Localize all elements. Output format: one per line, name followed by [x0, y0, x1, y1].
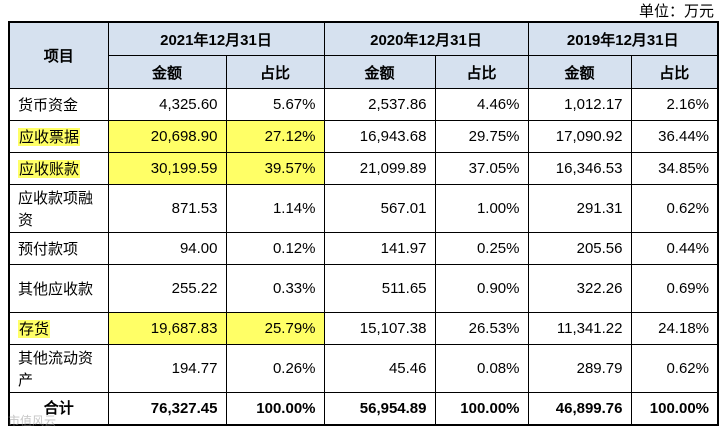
row-label-text: 其他流动资产 [18, 348, 94, 389]
amount-cell: 2,537.86 [323, 88, 436, 121]
total-amount-cell: 76,327.45 [107, 392, 227, 425]
ratio-cell: 37.05% [434, 152, 529, 185]
amount-cell: 511.65 [323, 264, 436, 313]
ratio-cell: 4.46% [434, 88, 529, 121]
total-ratio-cell: 100.00% [225, 392, 325, 425]
header-year-2021: 2021年12月31日 [107, 21, 325, 56]
header-amount: 金额 [323, 55, 436, 89]
amount-cell: 11,341.22 [527, 312, 632, 345]
total-label: 合计 [8, 392, 109, 425]
row-label-text: 其他应收款 [18, 279, 94, 298]
row-label-text: 应收款项融资 [18, 188, 94, 229]
amount-cell: 4,325.60 [107, 88, 227, 121]
header-ratio: 占比 [630, 55, 719, 89]
amount-cell: 291.31 [527, 184, 632, 233]
ratio-cell: 0.69% [630, 264, 719, 313]
ratio-cell: 0.08% [434, 344, 529, 393]
table-row: 预付款项 94.00 0.12% 141.97 0.25% 205.56 0.44% [8, 232, 719, 265]
header-row-cols: 金额 占比 金额 占比 金额 占比 [9, 55, 719, 89]
amount-cell: 194.77 [107, 344, 227, 393]
amount-cell: 16,346.53 [527, 152, 632, 185]
total-ratio-cell: 100.00% [434, 392, 529, 425]
ratio-cell: 1.00% [434, 184, 529, 233]
ratio-cell: 0.33% [225, 264, 325, 313]
row-label-text: 货币资金 [18, 95, 79, 114]
ratio-cell: 24.18% [630, 312, 719, 345]
row-label-text: 预付款项 [18, 239, 79, 258]
header-item: 项目 [8, 21, 109, 89]
amount-cell: 94.00 [107, 232, 227, 265]
ratio-cell: 1.14% [225, 184, 325, 233]
watermark: 市值风云 [8, 414, 57, 428]
table-row: 其他流动资产 194.77 0.26% 45.46 0.08% 289.79 0.62% [8, 344, 719, 393]
amount-cell: 255.22 [107, 264, 227, 313]
amount-cell: 141.97 [323, 232, 436, 265]
amount-cell: 15,107.38 [323, 312, 436, 345]
header-year-2020: 2020年12月31日 [323, 21, 529, 56]
ratio-cell: 2.16% [630, 88, 719, 121]
amount-cell: 871.53 [107, 184, 227, 233]
header-row-years: 项目 2021年12月31日 2020年12月31日 2019年12月31日 [8, 21, 719, 89]
total-amount-cell: 46,899.76 [527, 392, 632, 425]
table-row: 应收账款 30,199.59 39.57% 21,099.89 37.05% 16,346… [8, 152, 719, 185]
header-amount: 金额 [107, 55, 227, 89]
amount-cell: 16,943.68 [323, 120, 436, 153]
ratio-cell: 39.57% [225, 152, 325, 185]
amount-cell: 205.56 [527, 232, 632, 265]
ratio-cell: 34.85% [630, 152, 719, 185]
row-label: 存货 [8, 312, 109, 345]
ratio-cell: 26.53% [434, 312, 529, 345]
unit-label: 单位：万元 [638, 2, 714, 20]
row-label: 应收票据 [8, 120, 109, 153]
table-row: 其他应收款 255.22 0.33% 511.65 0.90% 322.26 0.69% [8, 264, 719, 313]
ratio-cell: 0.90% [434, 264, 529, 313]
row-label-text: 应收票据 [18, 127, 81, 146]
row-label: 预付款项 [8, 232, 109, 265]
header-amount: 金额 [527, 55, 632, 89]
amount-cell: 30,199.59 [107, 152, 227, 185]
amount-cell: 567.01 [323, 184, 436, 233]
table-row: 应收款项融资 871.53 1.14% 567.01 1.00% 291.31 0.62% [8, 184, 719, 233]
row-label: 应收账款 [8, 152, 109, 185]
table-row: 存货 19,687.83 25.79% 15,107.38 26.53% 11,341.2… [8, 312, 719, 345]
amount-cell: 20,698.90 [107, 120, 227, 153]
table-row: 应收票据 20,698.90 27.12% 16,943.68 29.75% 17,090… [8, 120, 719, 153]
amount-cell: 1,012.17 [527, 88, 632, 121]
ratio-cell: 27.12% [225, 120, 325, 153]
amount-cell: 322.26 [527, 264, 632, 313]
header-ratio: 占比 [225, 55, 325, 89]
amount-cell: 289.79 [527, 344, 632, 393]
header-year-2019: 2019年12月31日 [527, 21, 719, 56]
row-label-text: 应收账款 [18, 159, 81, 178]
header-ratio: 占比 [434, 55, 529, 89]
ratio-cell: 0.26% [225, 344, 325, 393]
ratio-cell: 0.62% [630, 344, 719, 393]
amount-cell: 45.46 [323, 344, 436, 393]
row-label: 货币资金 [8, 88, 109, 121]
row-label-text: 存货 [18, 319, 51, 338]
row-label: 其他应收款 [8, 264, 109, 313]
total-row: 合计 76,327.45 100.00% 56,954.89 100.00% 46,899… [8, 392, 719, 425]
ratio-cell: 5.67% [225, 88, 325, 121]
row-label: 其他流动资产 [8, 344, 109, 393]
ratio-cell: 36.44% [630, 120, 719, 153]
amount-cell: 21,099.89 [323, 152, 436, 185]
total-amount-cell: 56,954.89 [323, 392, 436, 425]
total-ratio-cell: 100.00% [630, 392, 719, 425]
ratio-cell: 0.12% [225, 232, 325, 265]
ratio-cell: 0.25% [434, 232, 529, 265]
ratio-cell: 0.44% [630, 232, 719, 265]
current-assets-table: 项目 2021年12月31日 2020年12月31日 2019年12月31日 金… [8, 21, 719, 426]
row-label: 应收款项融资 [8, 184, 109, 233]
amount-cell: 17,090.92 [527, 120, 632, 153]
ratio-cell: 29.75% [434, 120, 529, 153]
ratio-cell: 25.79% [225, 312, 325, 345]
ratio-cell: 0.62% [630, 184, 719, 233]
amount-cell: 19,687.83 [107, 312, 227, 345]
table-row: 货币资金 4,325.60 5.67% 2,537.86 4.46% 1,012.17 2.… [8, 88, 719, 121]
